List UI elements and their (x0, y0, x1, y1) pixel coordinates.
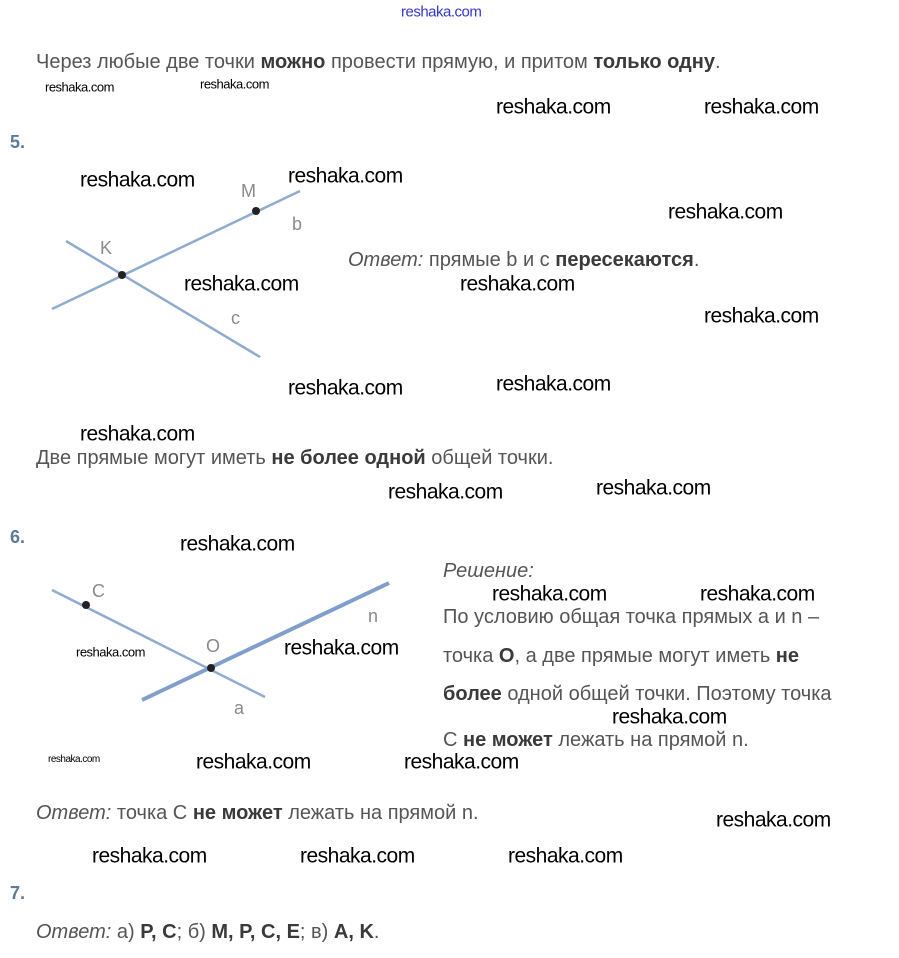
watermark: reshaka.com (508, 844, 623, 868)
label-o: O (206, 636, 220, 656)
text-segment: P, C (140, 921, 177, 943)
text-segment: ; в) (299, 921, 334, 943)
watermark: reshaka.com (76, 644, 145, 660)
watermark: reshaka.com (284, 636, 399, 660)
text-segment: . (373, 921, 380, 943)
watermark: reshaka.com (196, 750, 311, 774)
task-6-number: 6. (10, 527, 26, 547)
text-segment: Ответ: (36, 802, 112, 824)
label-c: c (231, 308, 240, 328)
watermark-top: reshaka.com (401, 3, 482, 21)
text-segment: не (775, 645, 799, 667)
text-segment: можно (260, 51, 326, 73)
text-segment: лежать на прямой n. (552, 729, 749, 751)
point-k (118, 271, 126, 279)
diagram-task-6: C O n a (51, 581, 390, 718)
text-segment: более (443, 683, 502, 705)
watermark: reshaka.com (184, 272, 299, 296)
watermark: reshaka.com (460, 272, 575, 296)
watermark: reshaka.com (704, 95, 819, 119)
solution-line: более одной общей точки. Поэтому точка (443, 684, 832, 704)
text-segment: не более одной (271, 447, 426, 469)
statement-line: Через любые две точки можно провести пря… (36, 52, 721, 72)
point-m (252, 207, 260, 215)
point-o (207, 664, 215, 672)
label-m: M (241, 181, 256, 201)
text-segment: пересекаются (555, 249, 694, 271)
label-a: a (234, 698, 245, 718)
watermark: reshaka.com (700, 582, 815, 606)
text-segment: общей точки. (425, 447, 554, 469)
text-segment: не может (463, 729, 553, 751)
watermark: reshaka.com (180, 532, 295, 556)
label-c: C (92, 581, 105, 601)
task-7-answer: Ответ: а) P, C; б) M, P, C, E; в) A, K. (36, 922, 379, 942)
point-c (82, 601, 90, 609)
watermark: reshaka.com (404, 750, 519, 774)
text-segment: A, K (333, 921, 374, 943)
label-n: n (368, 606, 378, 626)
watermark: reshaka.com (496, 372, 611, 396)
watermark: reshaka.com (716, 808, 831, 832)
diagram-task-5: K M b c (51, 181, 302, 359)
text-segment: лежать на прямой n. (282, 802, 479, 824)
watermark: reshaka.com (288, 376, 403, 400)
task-7-number: 7. (10, 883, 26, 903)
text-segment: ; б) (176, 921, 212, 943)
text-segment: прямые b и c (423, 249, 556, 271)
solution-line: По условию общая точка прямых a и n – (443, 607, 819, 627)
text-segment: только одну (593, 51, 715, 73)
line-n (141, 581, 390, 702)
text-segment: а) (111, 921, 141, 943)
solution-line: точка О, а две прямые могут иметь не (443, 646, 799, 666)
watermark: reshaka.com (612, 705, 727, 729)
text-segment: не может (192, 802, 283, 824)
watermark: reshaka.com (200, 76, 269, 92)
task-5-number: 5. (10, 132, 26, 152)
text-segment: Ответ: (348, 249, 424, 271)
watermark: reshaka.com (492, 582, 607, 606)
text-segment: . (714, 51, 721, 73)
text-segment: Две прямые могут иметь (36, 447, 272, 469)
text-segment: . (693, 249, 700, 271)
solution-line: С не может лежать на прямой n. (443, 730, 749, 750)
watermark: reshaka.com (300, 844, 415, 868)
text-segment: точка (443, 645, 499, 667)
watermark: reshaka.com (92, 844, 207, 868)
watermark: reshaka.com (388, 480, 503, 504)
solution-title: Решение: (443, 560, 534, 582)
task-5-answer: Ответ: прямые b и c пересекаются. (348, 250, 699, 270)
watermark: reshaka.com (668, 200, 783, 224)
watermark: reshaka.com (704, 304, 819, 328)
text-segment: точка С (111, 802, 193, 824)
text-segment: Ответ: (36, 921, 112, 943)
text-segment: , а две прямые могут иметь (514, 645, 776, 667)
text-segment: одной общей точки. Поэтому точка (501, 683, 832, 705)
label-b: b (292, 214, 302, 234)
text-segment: По условию общая точка прямых a и n – (443, 606, 820, 628)
text-segment: Через любые две точки (36, 51, 261, 73)
text-segment: С (443, 729, 463, 751)
watermark: reshaka.com (48, 754, 100, 765)
task-5-note: Две прямые могут иметь не более одной об… (36, 448, 553, 468)
watermark: reshaka.com (288, 164, 403, 188)
watermark: reshaka.com (80, 168, 195, 192)
text-segment: О (498, 645, 515, 667)
watermark: reshaka.com (80, 422, 195, 446)
watermark: reshaka.com (45, 79, 114, 95)
watermark: reshaka.com (596, 476, 711, 500)
watermark: reshaka.com (496, 95, 611, 119)
text-segment: провести прямую, и притом (325, 51, 594, 73)
line-c (65, 239, 261, 359)
text-segment: M, P, C, E (211, 921, 300, 943)
label-k: K (100, 238, 112, 258)
task-6-answer: Ответ: точка С не может лежать на прямой… (36, 803, 479, 823)
